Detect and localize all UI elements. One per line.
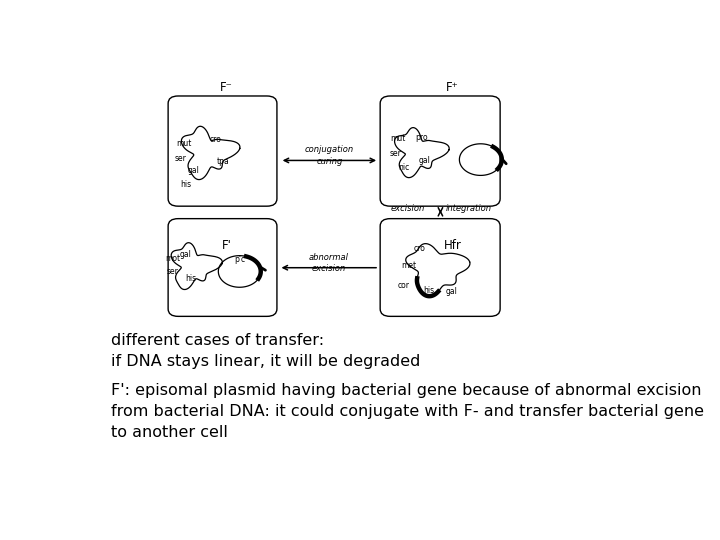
Text: cor: cor [397, 281, 410, 289]
Text: conjugation: conjugation [305, 145, 354, 154]
Text: pro: pro [415, 133, 428, 141]
Text: ser: ser [166, 267, 179, 276]
Text: gal: gal [187, 166, 199, 176]
Text: p'c: p'c [234, 255, 245, 264]
FancyBboxPatch shape [380, 96, 500, 206]
Text: tpa: tpa [217, 157, 229, 166]
Text: nic: nic [399, 164, 410, 172]
Text: cro: cro [413, 245, 425, 253]
Text: Hfr: Hfr [444, 239, 462, 252]
Text: excision: excision [390, 204, 425, 213]
Text: ser: ser [390, 149, 402, 158]
Text: gal: gal [180, 251, 192, 259]
FancyBboxPatch shape [168, 96, 277, 206]
Text: different cases of transfer:
if DNA stays linear, it will be degraded: different cases of transfer: if DNA stay… [111, 333, 420, 369]
Text: F⁺: F⁺ [446, 81, 459, 94]
FancyBboxPatch shape [168, 219, 277, 316]
Text: mut: mut [390, 134, 405, 143]
Text: gal: gal [419, 156, 431, 165]
Text: F': episomal plasmid having bacterial gene because of abnormal excision
from bac: F': episomal plasmid having bacterial ge… [111, 383, 704, 440]
Text: met: met [402, 261, 417, 270]
Text: excision: excision [312, 265, 346, 273]
Text: ser: ser [174, 154, 186, 163]
Text: F': F' [222, 239, 232, 252]
Text: curing: curing [316, 157, 343, 166]
Text: abnormal: abnormal [309, 253, 348, 262]
Text: his: his [181, 180, 192, 188]
Text: mut: mut [176, 139, 192, 148]
Text: his: his [423, 286, 435, 295]
Text: gal: gal [446, 287, 457, 296]
Text: integration: integration [446, 204, 492, 213]
Text: F⁻: F⁻ [220, 81, 233, 94]
FancyBboxPatch shape [380, 219, 500, 316]
Text: mot: mot [165, 254, 180, 262]
Text: his: his [185, 274, 196, 282]
Text: cro: cro [210, 135, 222, 144]
